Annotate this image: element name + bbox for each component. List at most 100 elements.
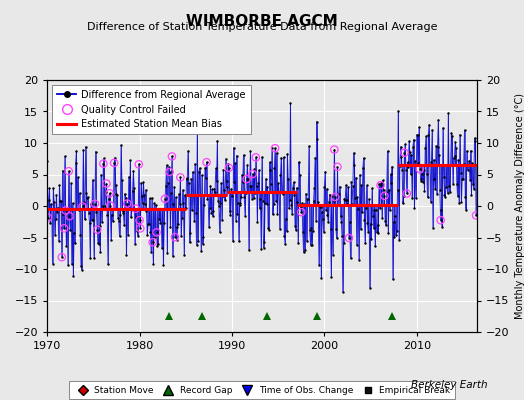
- Point: [156, 220, 165, 226]
- Point: [153, 242, 161, 249]
- Point: [145, 195, 154, 202]
- Point: [442, 184, 450, 190]
- Point: [51, 216, 60, 222]
- Point: [68, 261, 76, 267]
- Point: [440, 174, 448, 180]
- Point: [256, 205, 264, 212]
- Y-axis label: Monthly Temperature Anomaly Difference (°C): Monthly Temperature Anomaly Difference (…: [515, 93, 524, 319]
- Point: [451, 139, 460, 145]
- Point: [421, 145, 430, 151]
- Point: [128, 188, 137, 194]
- Point: [358, 209, 366, 215]
- Point: [322, 186, 331, 192]
- Point: [295, 159, 303, 165]
- Point: [265, 227, 273, 233]
- Point: [305, 227, 314, 233]
- Point: [215, 203, 223, 209]
- Point: [392, 228, 401, 234]
- Point: [331, 194, 340, 200]
- Point: [333, 235, 341, 241]
- Point: [440, 192, 449, 198]
- Point: [236, 200, 245, 206]
- Point: [435, 187, 444, 193]
- Point: [352, 174, 360, 181]
- Point: [58, 167, 67, 174]
- Point: [299, 249, 308, 256]
- Point: [278, 188, 286, 195]
- Point: [261, 176, 270, 182]
- Point: [466, 176, 474, 183]
- Point: [412, 132, 421, 138]
- Point: [230, 179, 238, 185]
- Point: [94, 240, 102, 246]
- Point: [213, 137, 222, 144]
- Point: [146, 228, 155, 235]
- Point: [458, 176, 466, 182]
- Point: [309, 198, 318, 204]
- Point: [182, 205, 190, 212]
- Point: [188, 207, 196, 213]
- Point: [406, 149, 414, 156]
- Point: [327, 274, 335, 280]
- Point: [258, 154, 266, 160]
- Point: [361, 240, 369, 247]
- Point: [417, 178, 425, 184]
- Point: [463, 148, 471, 154]
- Point: [243, 176, 251, 182]
- Point: [433, 190, 441, 197]
- Point: [341, 197, 350, 204]
- Point: [289, 179, 298, 186]
- Point: [206, 183, 215, 189]
- Point: [150, 200, 158, 206]
- Point: [450, 155, 458, 161]
- Point: [200, 202, 209, 208]
- Point: [256, 196, 265, 203]
- Point: [316, 204, 325, 211]
- Point: [446, 161, 455, 168]
- Point: [433, 144, 442, 150]
- Point: [427, 159, 435, 166]
- Point: [210, 186, 219, 192]
- Point: [355, 257, 363, 263]
- Point: [321, 168, 330, 175]
- Point: [404, 164, 412, 170]
- Point: [435, 152, 443, 158]
- Point: [51, 232, 59, 238]
- Point: [212, 165, 220, 172]
- Point: [181, 192, 189, 198]
- Point: [276, 172, 285, 178]
- Point: [102, 188, 110, 195]
- Point: [338, 233, 346, 240]
- Point: [89, 216, 97, 223]
- Point: [115, 233, 124, 240]
- Point: [125, 206, 134, 213]
- Point: [81, 216, 89, 222]
- Point: [392, 232, 400, 238]
- Point: [292, 226, 300, 233]
- Point: [220, 166, 228, 173]
- Point: [137, 180, 145, 186]
- Point: [89, 177, 97, 183]
- Point: [58, 254, 66, 260]
- Point: [139, 179, 148, 186]
- Point: [282, 228, 291, 234]
- Point: [365, 196, 373, 202]
- Point: [136, 225, 145, 232]
- Point: [196, 192, 204, 198]
- Point: [116, 212, 125, 219]
- Point: [402, 190, 411, 197]
- Point: [386, 207, 394, 214]
- Point: [438, 224, 446, 230]
- Point: [372, 207, 380, 213]
- Point: [266, 159, 274, 166]
- Point: [61, 153, 69, 160]
- Point: [92, 209, 101, 215]
- Point: [159, 262, 168, 268]
- Point: [216, 200, 225, 207]
- Point: [418, 170, 427, 177]
- Point: [149, 261, 158, 268]
- Point: [266, 167, 275, 173]
- Point: [163, 250, 171, 256]
- Point: [303, 196, 312, 202]
- Point: [472, 212, 481, 218]
